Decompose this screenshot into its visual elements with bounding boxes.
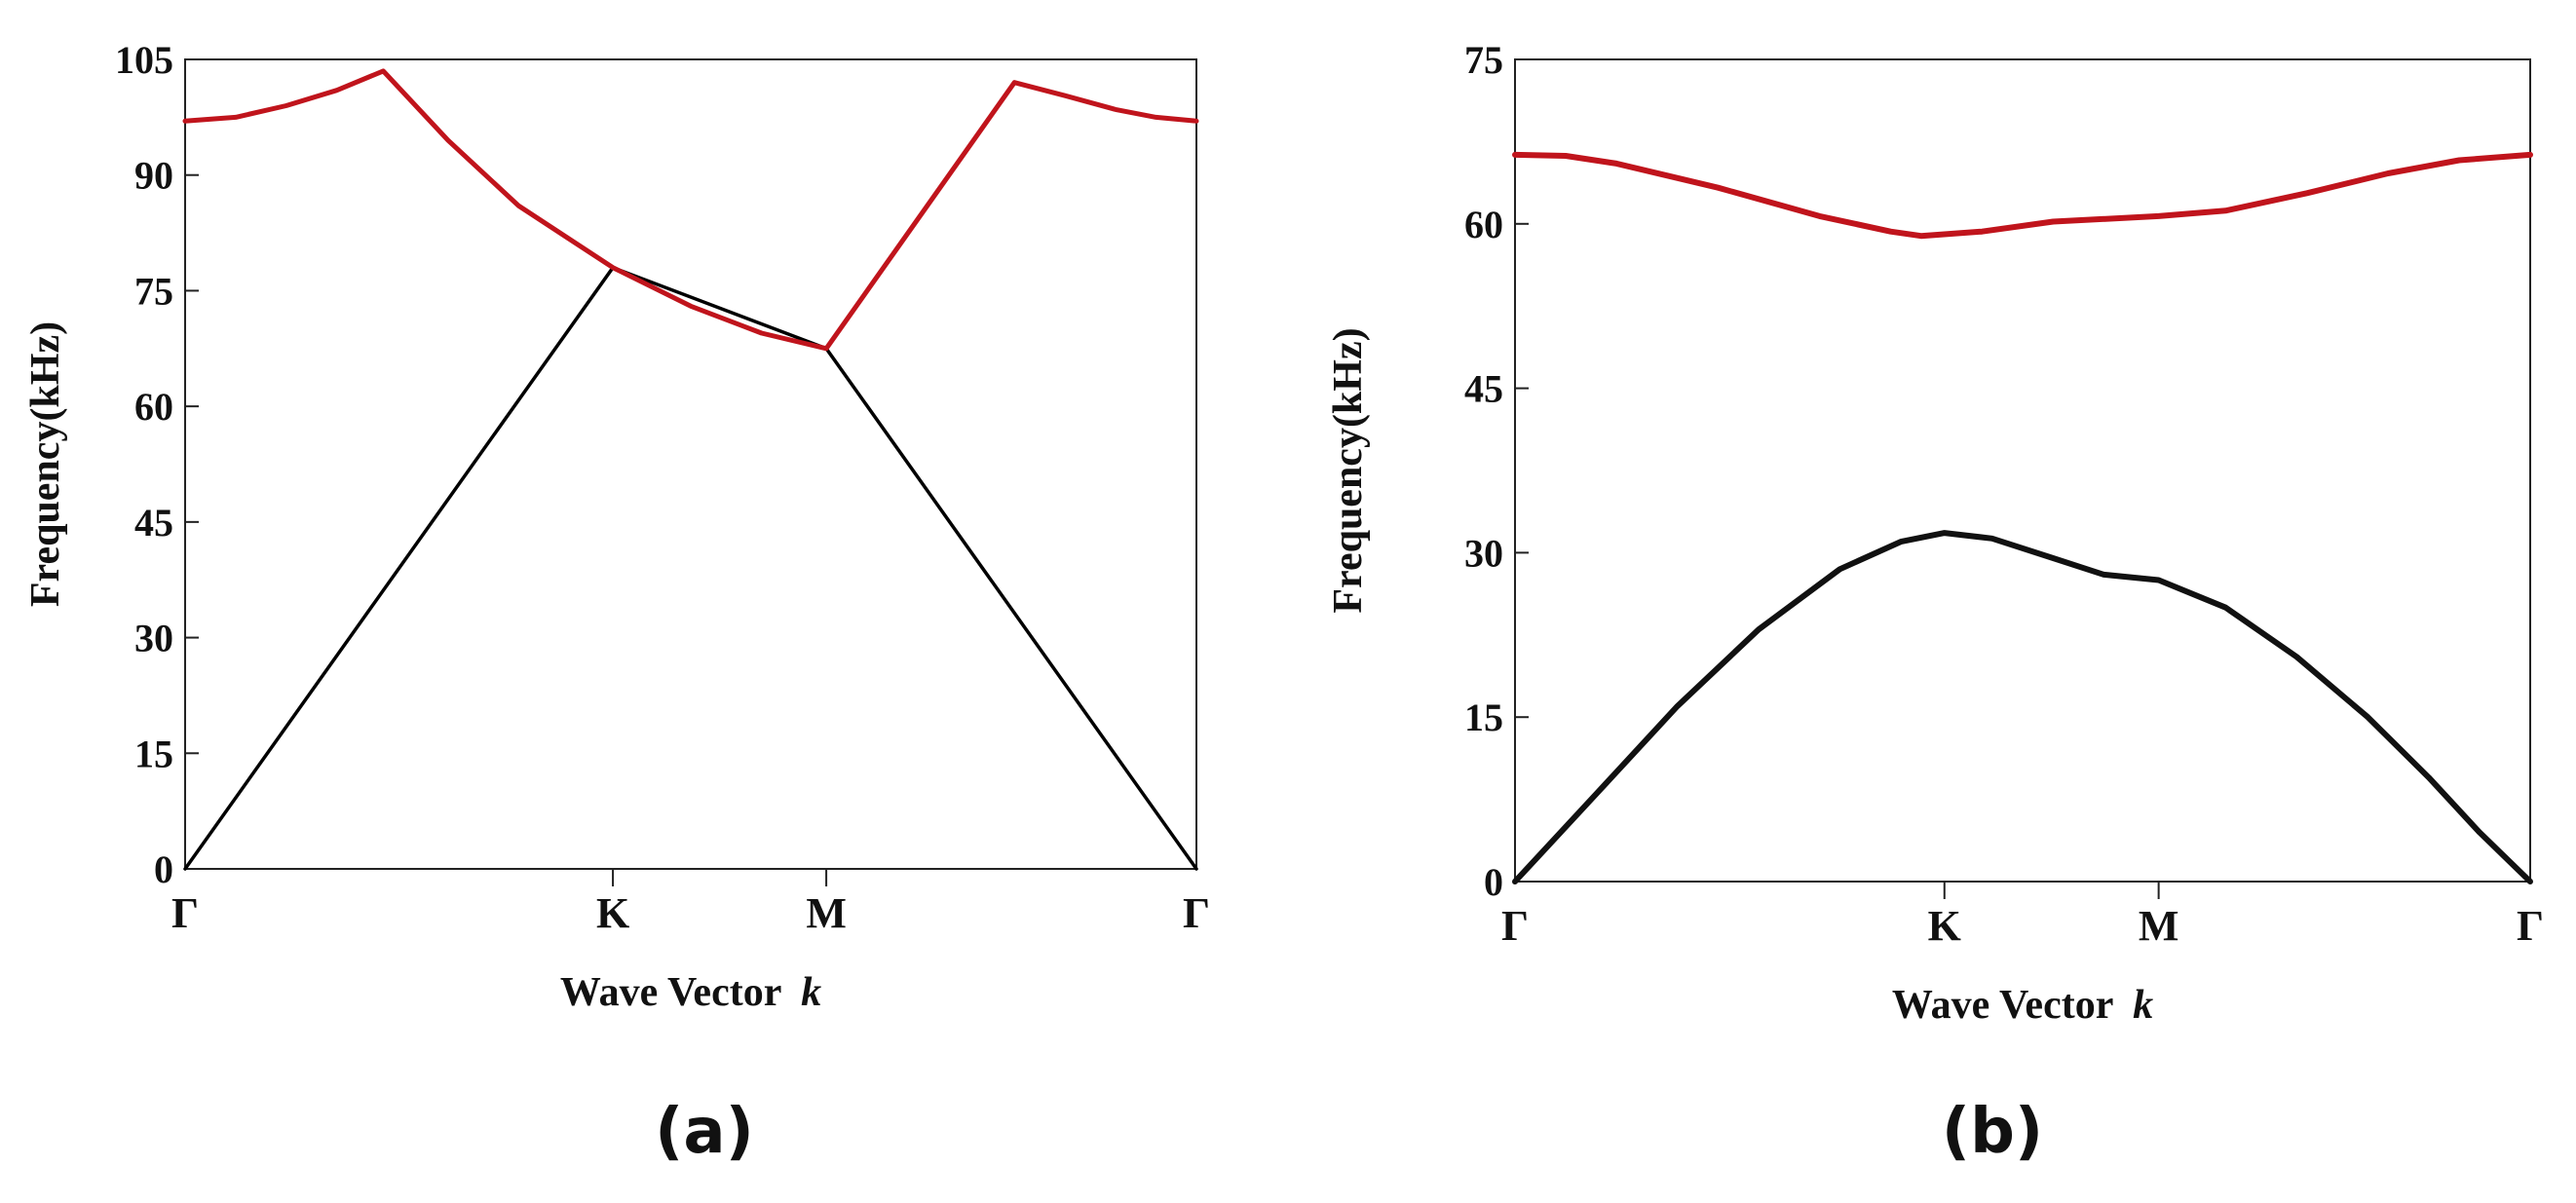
y-tick-label: 30 [134,617,173,660]
y-axis-title: Frequency(kHz) [1326,327,1371,613]
y-tick-label: 45 [134,501,173,545]
y-tick-label: 90 [134,154,173,198]
y-tick-label: 30 [1464,531,1503,575]
x-tick-label: Γ [2517,902,2544,950]
x-axis-title: Wave Vector k [560,970,821,1015]
y-axis-title: Frequency(kHz) [23,321,68,607]
y-tick-label: 105 [115,38,173,82]
x-tick-label: Γ [1183,889,1210,937]
y-tick-label: 0 [154,847,173,891]
y-tick-label: 15 [1464,695,1503,739]
y-tick-label: 60 [1464,203,1503,246]
y-tick-label: 0 [1484,860,1503,904]
x-tick-label: M [806,889,847,937]
plot-frame [1514,58,2531,883]
panel-a-chart: 0 15 30 45 60 75 90 105 Γ K M Γ Wave Vector k Frequen… [23,38,1210,1168]
series-line-band-2 [1512,151,2533,240]
x-tick-label: M [2139,902,2179,950]
x-axis-title-text: Wave Vector [1892,983,2123,1028]
x-axis-title-text: Wave Vector [560,970,791,1015]
panel-b-chart: 0 15 30 45 60 75 Γ K M Γ Wave Vector k Frequency(kH… [1326,38,2544,1168]
y-tick-label: 60 [134,385,173,429]
series-line-band-1 [1512,530,2533,884]
plot-frame [184,58,1197,870]
series-line-band-2 [182,68,1199,352]
x-tick-label: K [1928,902,1961,950]
x-tick-label: K [596,889,629,937]
panel-label: (b) [1942,1096,2043,1168]
x-tick-label: Γ [171,889,199,937]
x-axis-title-variable: k [2133,983,2153,1028]
series-line-band-1 [183,265,1198,871]
panel-label: (a) [655,1096,754,1168]
y-tick-label: 45 [1464,367,1503,411]
y-tick-label: 75 [134,269,173,313]
y-tick-label: 75 [1464,38,1503,82]
x-axis-title-variable: k [801,970,821,1015]
x-axis-title: Wave Vector k [1892,983,2153,1028]
y-tick-label: 15 [134,732,173,775]
x-tick-label: Γ [1501,902,1529,950]
